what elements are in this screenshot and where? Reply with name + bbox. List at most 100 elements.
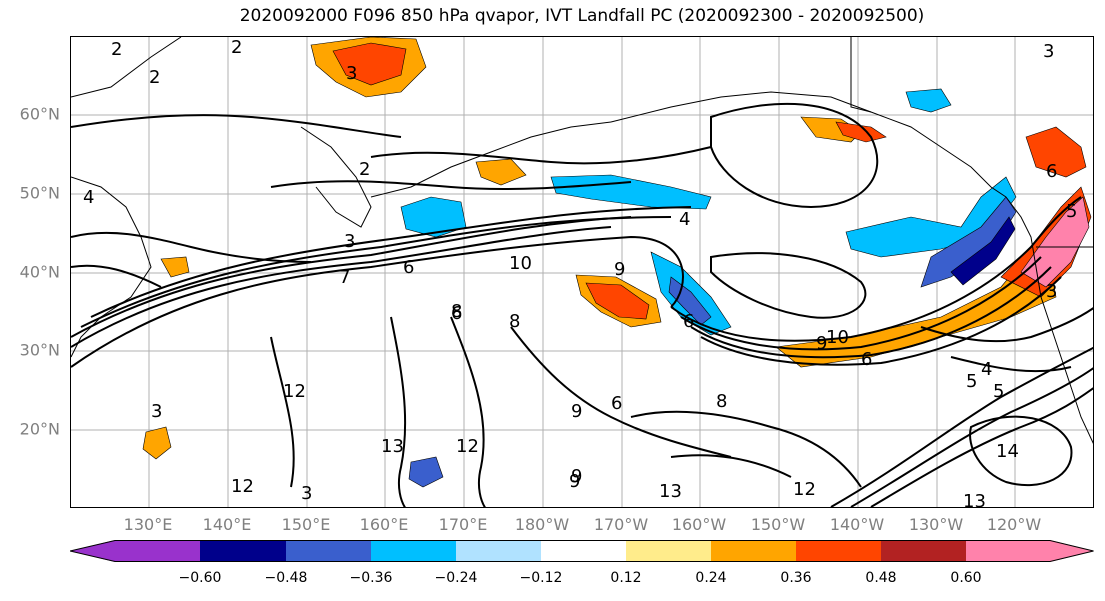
- contour-label: 9: [569, 471, 580, 492]
- contour-ar-2: [680, 256, 1042, 351]
- contour-label: 3: [346, 63, 357, 84]
- contour-label-layer: 2 2 3 2 3 4 6 7 6 10 9 4 3 12 13 12 3 9 …: [83, 37, 1077, 508]
- colorbar-tick-label: −0.60: [178, 570, 222, 586]
- lat-label-60n: 60°N: [19, 104, 60, 124]
- colorbar-segment: [70, 540, 200, 562]
- colorbar-tick-label: −0.48: [264, 570, 308, 586]
- contour-label: 6: [611, 393, 622, 414]
- fill-red-bc: [1025, 126, 1087, 178]
- contour-label: 8: [716, 391, 727, 412]
- fill-orange-nw: [475, 158, 527, 186]
- contour-label: 12: [793, 479, 816, 500]
- lon-label-140w: 140°W: [829, 515, 885, 534]
- contour-north-2: [270, 180, 632, 191]
- contour-label: 8: [451, 301, 462, 322]
- colorbar: [70, 540, 1094, 562]
- contour-label: 4: [679, 209, 690, 230]
- colorbar-segment: [371, 540, 456, 562]
- lon-label-170w: 170°W: [593, 515, 649, 534]
- lon-label-170e: 170°E: [438, 515, 488, 534]
- contour-label: 13: [381, 436, 404, 457]
- contour-midsouth-1: [630, 410, 862, 488]
- contour-label: 9: [571, 401, 582, 422]
- lat-label-40n: 40°N: [19, 262, 60, 282]
- colorbar-segment: [796, 540, 881, 562]
- contour-south-2: [450, 316, 486, 507]
- fill-blue-sw: [408, 456, 444, 488]
- contour-label: 2: [359, 159, 370, 180]
- contour-label: 9: [614, 259, 625, 280]
- contour-north-3: [71, 114, 402, 138]
- contour-east-1: [920, 307, 1093, 343]
- colorbar-tick-label: 0.24: [695, 570, 727, 586]
- contour-label: 6: [683, 311, 694, 332]
- lon-label-160w: 160°W: [671, 515, 727, 534]
- contour-gulf-loop: [710, 252, 867, 319]
- contour-label: 6: [403, 257, 414, 278]
- contour-label: 12: [283, 381, 306, 402]
- contour-southeast-3: [830, 346, 1093, 507]
- lon-label-140e: 140°E: [202, 515, 252, 534]
- fill-red-alaska: [835, 121, 887, 143]
- coast-alaska: [610, 91, 1007, 198]
- colorbar-segment: [881, 540, 966, 562]
- contour-label: 3: [151, 401, 162, 422]
- contour-label: 4: [981, 359, 992, 380]
- coastlines: [71, 37, 1093, 444]
- colorbar-segment: [711, 540, 796, 562]
- contour-label: 5: [1066, 201, 1077, 222]
- contour-label: 6: [861, 349, 872, 370]
- lon-label-180w: 180°W: [514, 515, 570, 534]
- contour-label: 8: [509, 311, 520, 332]
- lon-label-130e: 130°E: [123, 515, 173, 534]
- contour-north-1: [370, 146, 712, 165]
- contour-label: 10: [509, 253, 532, 274]
- lat-label-20n: 20°N: [19, 419, 60, 439]
- lon-label-120w: 120°W: [986, 515, 1042, 534]
- contour-label: 3: [301, 483, 312, 504]
- lon-label-150e: 150°E: [281, 515, 331, 534]
- colorbar-segment: [626, 540, 711, 562]
- contour-label: 3: [344, 231, 355, 252]
- contour-jet-4: [80, 216, 672, 328]
- contour-ar-3: [690, 266, 1052, 359]
- coast-aleutians: [370, 121, 612, 198]
- fill-pink-coast: [1020, 196, 1090, 288]
- contour-label: 2: [231, 37, 242, 58]
- colorbar-tick-label: 0.60: [950, 570, 982, 586]
- contour-jet-5: [90, 206, 692, 318]
- contour-ar-1: [670, 196, 1082, 342]
- contour-label: 3: [1043, 41, 1054, 62]
- contour-label: 2: [149, 67, 160, 88]
- contour-label: 2: [111, 39, 122, 60]
- colorbar-outline: [70, 540, 1094, 562]
- contour-label: 12: [231, 476, 254, 497]
- contour-south-1: [390, 316, 407, 507]
- contour-label: 13: [963, 491, 986, 508]
- contour-south-4: [510, 326, 732, 458]
- colorbar-tick-label: 0.48: [865, 570, 897, 586]
- colorbar-segment: [541, 540, 626, 562]
- contour-jet-2: [71, 226, 612, 348]
- contour-label: 4: [83, 187, 94, 208]
- colorbar-tick-label: −0.24: [434, 570, 478, 586]
- contour-label: 5: [966, 371, 977, 392]
- colorbar-segment: [200, 540, 286, 562]
- colorbar-tick-label: 0.12: [610, 570, 642, 586]
- contour-southeast-loop: [969, 415, 1073, 487]
- colorbar-tick-label: 0.36: [780, 570, 812, 586]
- colorbar-segment: [286, 540, 371, 562]
- contour-alaska-loop: [710, 102, 879, 209]
- fill-red-mid: [585, 282, 650, 320]
- coast-kamchatka: [300, 126, 372, 228]
- lon-label-150w: 150°W: [750, 515, 806, 534]
- contour-west-1: [71, 231, 312, 263]
- border-alaska-canada: [850, 37, 872, 113]
- contour-label: 10: [826, 327, 849, 348]
- shading: [142, 37, 1092, 488]
- colorbar-tick-label: −0.36: [349, 570, 393, 586]
- contour-jet-3: [71, 216, 632, 338]
- contour-west-2: [71, 264, 162, 288]
- lon-label-160e: 160°E: [359, 515, 409, 534]
- graticule: [71, 37, 1093, 507]
